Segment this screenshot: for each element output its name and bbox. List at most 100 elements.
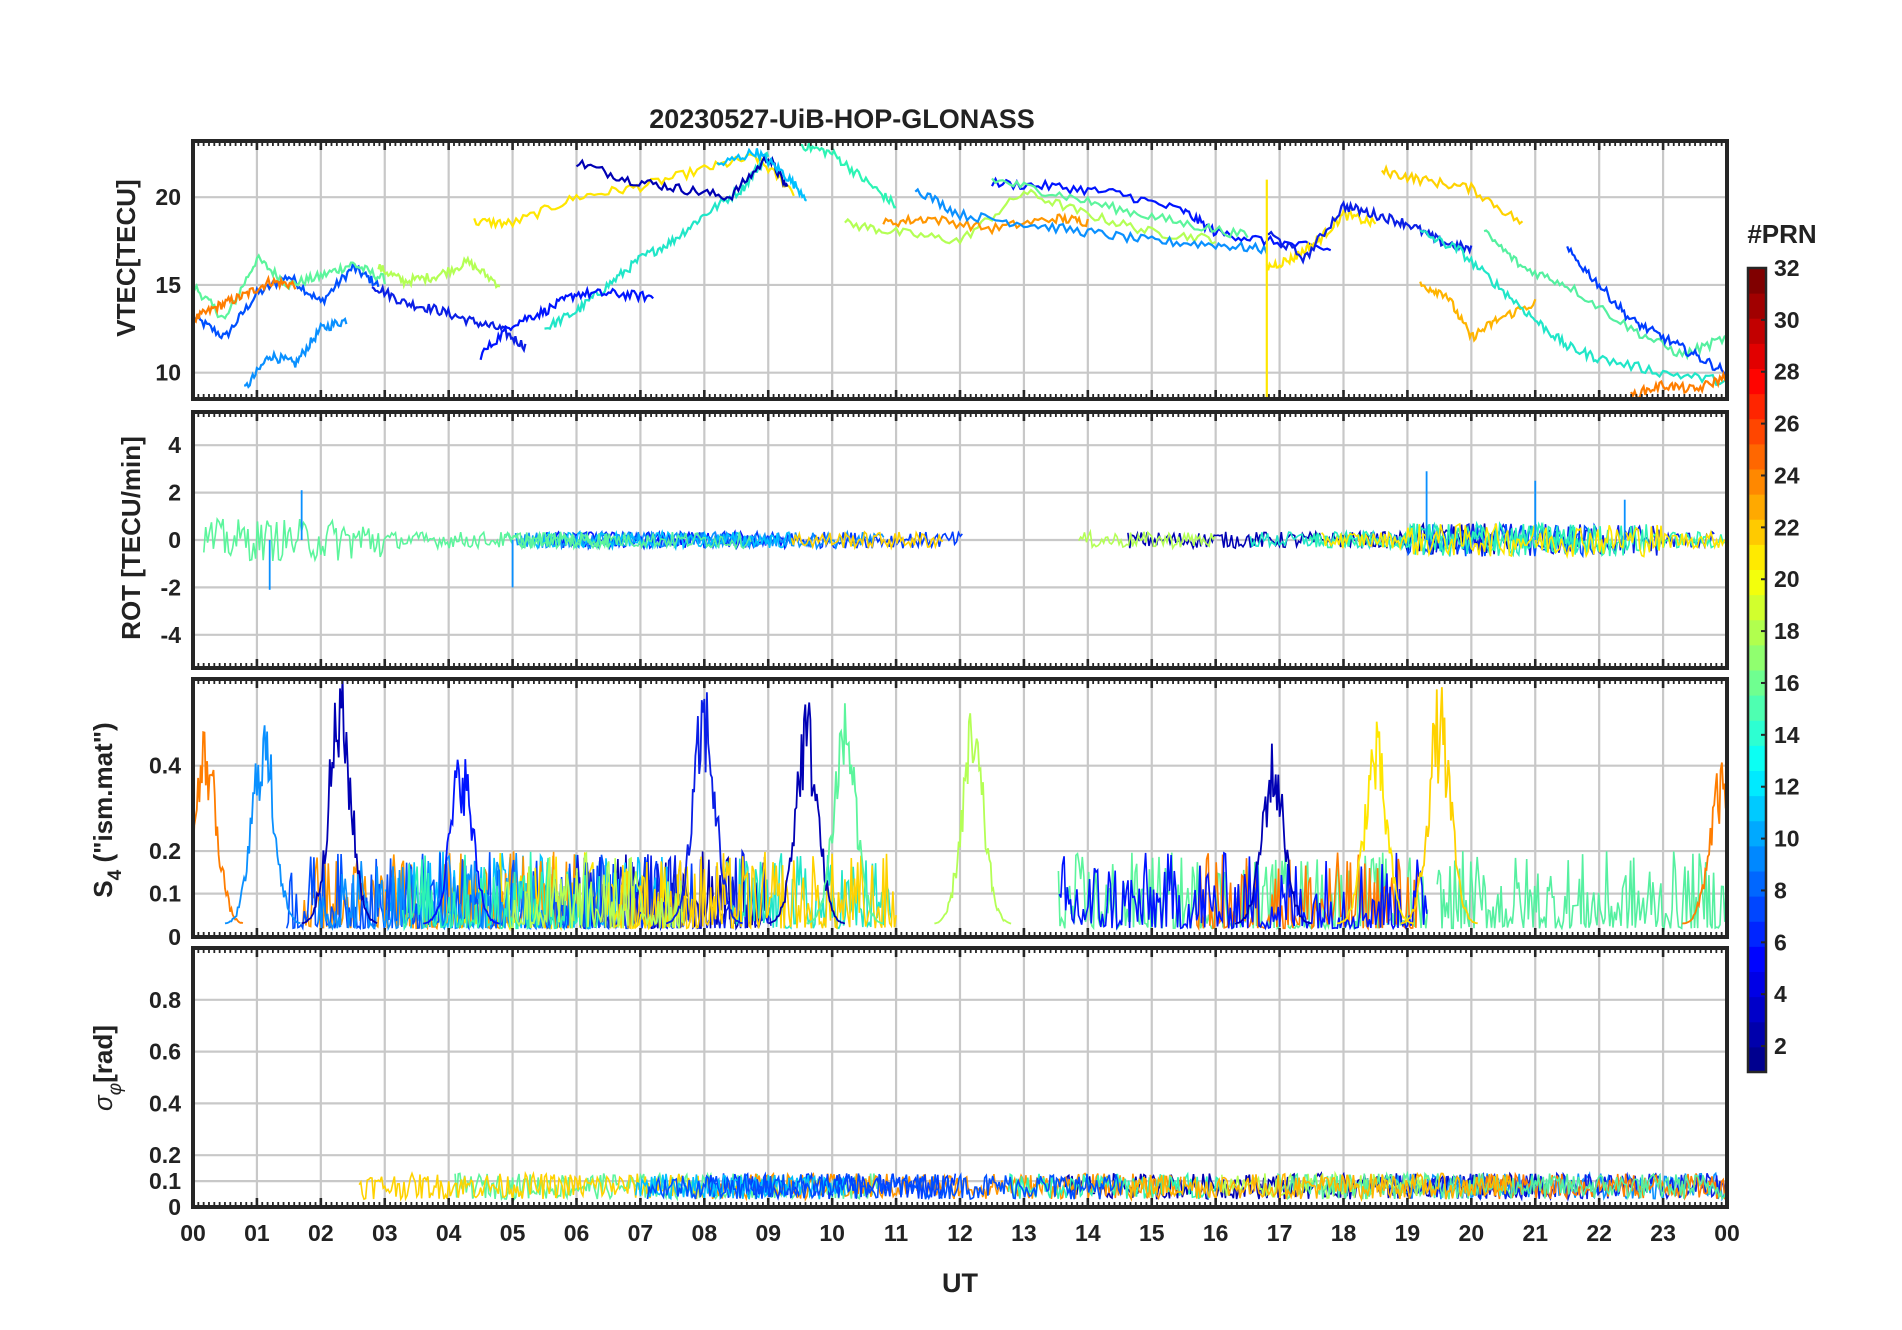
colorbar-swatch: [1748, 443, 1766, 470]
colorbar-swatch: [1748, 368, 1766, 395]
x-tick-label: 19: [1395, 1220, 1421, 1246]
y-tick-label: 0: [168, 1194, 181, 1220]
colorbar-swatch: [1748, 1021, 1766, 1048]
sigma-ylabel-sub: φ: [105, 1083, 126, 1095]
x-tick-label: 16: [1203, 1220, 1229, 1246]
colorbar-swatch: [1748, 921, 1766, 947]
vtec-series-prn-9: [244, 316, 348, 389]
vtec-series-prn-4: [479, 285, 654, 361]
s4-series: [502, 850, 685, 930]
x-tick-label: 11: [884, 1220, 909, 1246]
vtec-series-prn-22: [1419, 281, 1537, 343]
colorbar-swatch: [1748, 469, 1766, 495]
x-tick-label: 15: [1139, 1220, 1165, 1246]
sigma-series: [646, 1172, 1123, 1201]
colorbar-swatch: [1748, 871, 1766, 897]
colorbar-swatch: [1748, 644, 1766, 671]
plot-area: [193, 142, 1727, 399]
colorbar-tick-label: 6: [1774, 929, 1787, 955]
x-tick-label: 10: [819, 1220, 845, 1246]
colorbar-tick-label: 28: [1774, 359, 1800, 385]
vtec-series-prn-15: [991, 177, 1249, 239]
colorbar-swatch: [1748, 770, 1766, 797]
y-tick-label: 4: [168, 432, 181, 458]
vtec-series-prn-24: [193, 274, 297, 324]
s4-peak-prn-2: [301, 679, 378, 925]
rot-panel: -4 -2 0 2 4: [161, 410, 1729, 670]
s4-ylabel-tail: ("ism.mat"): [88, 722, 118, 869]
x-tick-label: 05: [500, 1220, 526, 1246]
x-axis-label: UT: [942, 1268, 978, 1298]
grid: [193, 948, 1727, 1209]
colorbar-swatch: [1748, 795, 1766, 822]
x-tick-label: 02: [308, 1220, 334, 1246]
s4-series: [1436, 851, 1727, 931]
s4-series: [1058, 851, 1428, 931]
colorbar-swatch: [1748, 619, 1766, 646]
y-tick-label: 0.1: [149, 881, 181, 907]
x-tick-label: 00: [180, 1220, 206, 1246]
sigma-series: [1275, 1170, 1727, 1201]
colorbar-swatch: [1748, 594, 1766, 621]
plot-area: [203, 471, 1727, 590]
s4-peak-prn-2: [1234, 743, 1312, 925]
y-tick-label: 0.4: [149, 1090, 181, 1116]
colorbar-swatch: [1748, 845, 1766, 872]
rot-ylabel: ROT [TECU/min]: [116, 436, 146, 640]
plot-area: [193, 679, 1727, 932]
s4-peak-prn-3: [665, 692, 744, 925]
colorbar-swatch: [1748, 519, 1766, 545]
y-tick-label: 20: [155, 184, 181, 210]
colorbar-tick-label: 10: [1774, 826, 1800, 852]
rot-series: [1320, 522, 1727, 560]
colorbar-swatch: [1748, 343, 1766, 369]
vtec-series-prn-12: [1419, 229, 1727, 387]
colorbar-swatch: [1748, 393, 1766, 420]
rot-series: [790, 530, 944, 551]
colorbar-swatch: [1748, 971, 1766, 998]
vtec-series-prn-9: [914, 187, 1268, 255]
vtec-series-prn-24: [1630, 370, 1727, 399]
x-ticks: [191, 412, 1729, 668]
colorbar-swatch: [1748, 720, 1766, 746]
x-tick-label: 03: [372, 1220, 398, 1246]
colorbar-tick-label: 24: [1774, 462, 1800, 488]
grid: [193, 141, 1727, 399]
x-tick-label: 12: [947, 1220, 973, 1246]
vtec-series-prn-14: [1483, 229, 1727, 361]
colorbar-frame: [1746, 266, 1768, 1074]
colorbar-title: #PRN: [1747, 219, 1816, 249]
colorbar-swatch: [1748, 569, 1766, 596]
x-tick-label: 13: [1011, 1220, 1037, 1246]
colorbar-swatch: [1748, 946, 1766, 972]
colorbar-tick-label: 30: [1774, 307, 1800, 333]
y-tick-label: 0.4: [149, 753, 181, 779]
rot-series: [1307, 521, 1726, 558]
x-ticks: [191, 679, 1729, 937]
colorbar-swatch: [1748, 996, 1766, 1023]
s4-peak-prn-24: [193, 730, 244, 924]
colorbar-swatch: [1748, 1046, 1766, 1073]
y-tick-label: 0.2: [149, 1142, 181, 1168]
s4-peak-prn-24: [1682, 762, 1727, 925]
colorbar-tick-label: 22: [1774, 514, 1800, 540]
x-tick-label: 04: [436, 1220, 462, 1246]
colorbar-swatch: [1748, 544, 1766, 570]
colorbar-tick-label: 16: [1774, 670, 1800, 696]
s4-ylabel-main: S: [88, 880, 118, 897]
colorbar-tick-label: 2: [1774, 1033, 1787, 1059]
vtec-series-prn-11: [716, 147, 808, 202]
y-tick-label: 0.2: [149, 838, 181, 864]
sigma-phi-panel: 00.10.2 0.4 0.6 0.8: [149, 946, 1729, 1220]
vtec-series-prn-7: [193, 261, 380, 340]
vtec-series-prn-16: [844, 188, 1217, 246]
sigma-series: [1007, 1171, 1222, 1200]
x-tick-label: 01: [244, 1220, 270, 1246]
sigma-ylabel: σφ[rad]: [88, 1025, 126, 1111]
x-tick-label: 17: [1267, 1220, 1293, 1246]
vtec-series-prn-2: [575, 155, 789, 202]
colorbar-tick-label: 18: [1774, 618, 1800, 644]
